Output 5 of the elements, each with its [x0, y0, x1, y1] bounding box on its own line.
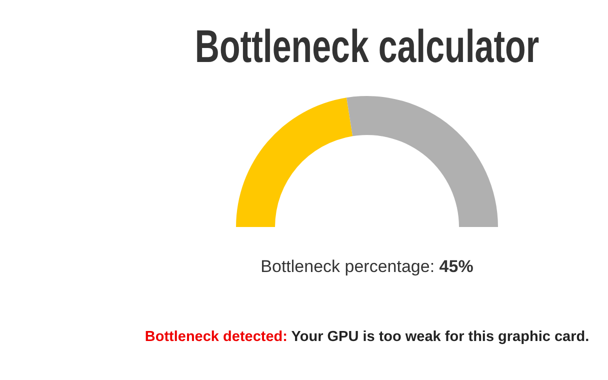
text: Bottleneck detected: [144, 329, 288, 345]
chart-title: Bottleneck calculator [194, 20, 540, 72]
text: Bottleneck percentage: [260, 257, 435, 276]
text: Your GPU is too weak for this graphic card. [291, 329, 590, 345]
text: 45% [439, 257, 474, 276]
